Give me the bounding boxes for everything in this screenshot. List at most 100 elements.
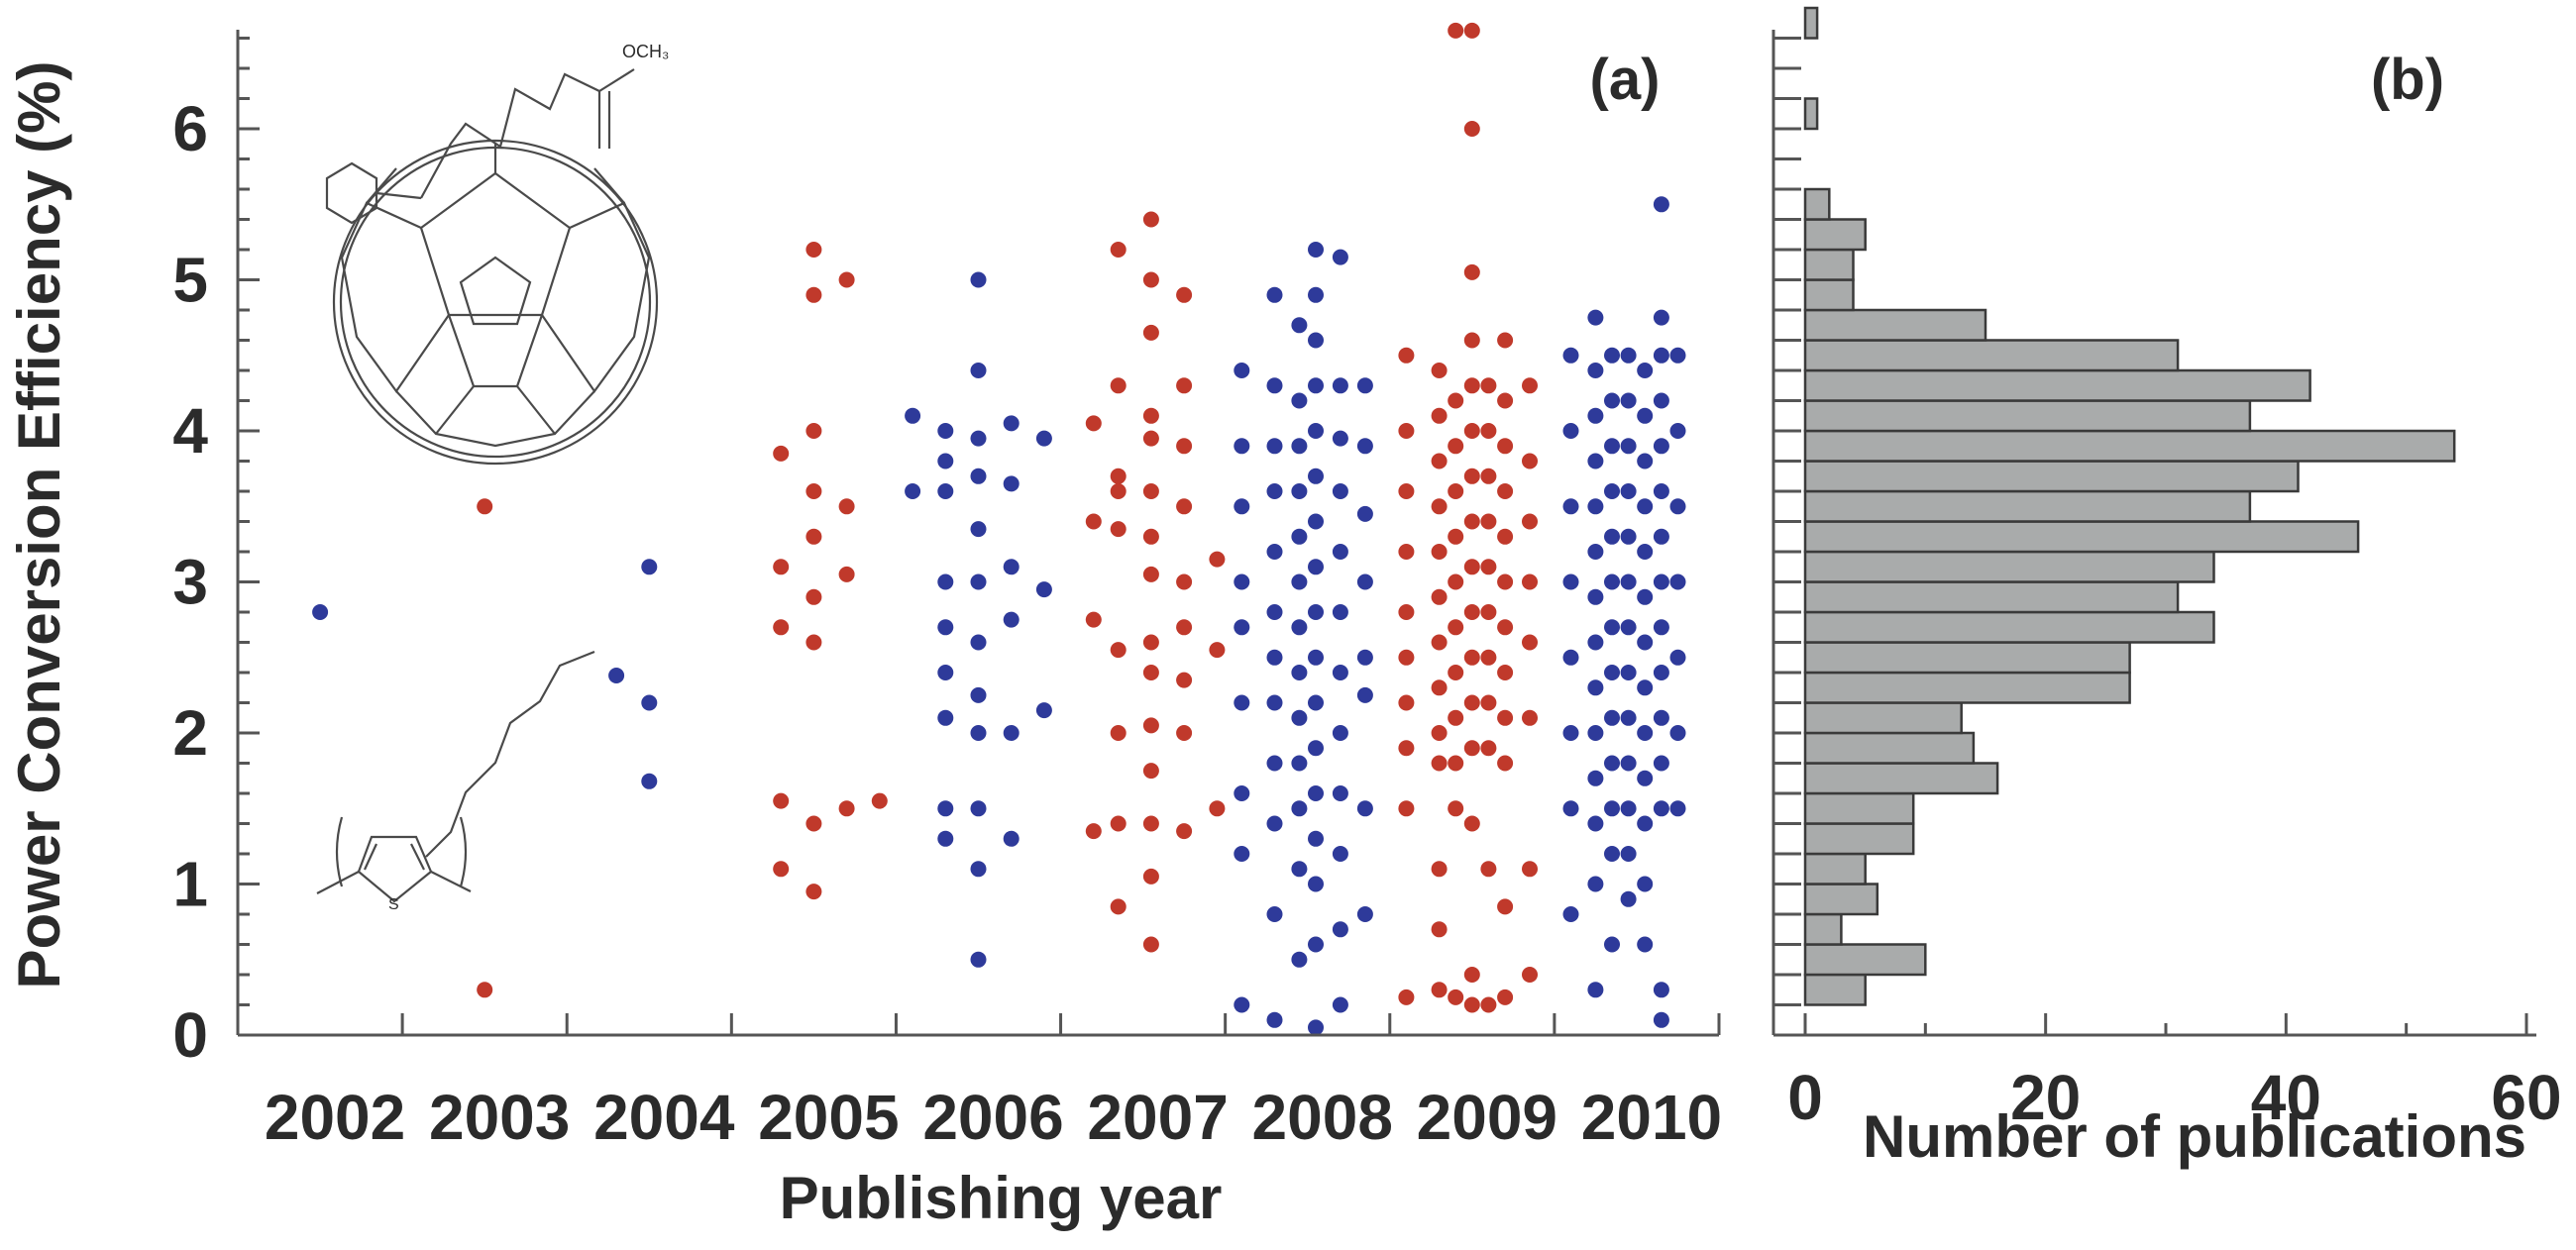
scatter-point-blue bbox=[1562, 423, 1579, 439]
histogram-bar bbox=[1803, 248, 1855, 281]
scatter-point-blue bbox=[1604, 483, 1620, 499]
histogram-bar bbox=[1803, 610, 2215, 644]
scatter-point-blue bbox=[1332, 996, 1348, 1013]
scatter-point-blue bbox=[1266, 286, 1283, 303]
histogram-bar bbox=[1803, 520, 2360, 554]
scatter-point-red bbox=[1431, 982, 1448, 998]
scatter-point-blue bbox=[1291, 528, 1308, 545]
scatter-point-red bbox=[1209, 642, 1226, 659]
scatter-point-blue bbox=[1604, 392, 1620, 409]
scatter-point-blue bbox=[1003, 611, 1020, 628]
scatter-point-blue bbox=[1234, 996, 1250, 1013]
scatter-point-blue bbox=[1637, 770, 1654, 786]
scatter-point-red bbox=[1110, 815, 1127, 832]
scatter-point-blue bbox=[1637, 498, 1654, 515]
scatter-point-blue bbox=[1266, 815, 1283, 832]
scatter-point-blue bbox=[1291, 709, 1308, 726]
y-tick-labels: 0 1 2 3 4 5 6 bbox=[172, 93, 208, 1071]
scatter-point-blue bbox=[1308, 286, 1324, 303]
scatter-point-red bbox=[1448, 755, 1464, 772]
scatter-point-blue bbox=[1356, 649, 1373, 666]
y-tick-label: 4 bbox=[172, 395, 208, 467]
scatter-point-red bbox=[838, 800, 855, 817]
scatter-point-red bbox=[805, 483, 822, 499]
scatter-point-blue bbox=[1332, 544, 1348, 560]
scatter-point-blue bbox=[970, 363, 987, 378]
histogram-axis-ticks bbox=[1773, 37, 2528, 1037]
scatter-point-red bbox=[805, 286, 822, 303]
scatter-point-blue bbox=[937, 709, 954, 726]
scatter-point-blue bbox=[1604, 800, 1620, 817]
histogram-bar bbox=[1803, 460, 2300, 493]
histogram-bar bbox=[1803, 943, 1927, 977]
scatter-point-red bbox=[1398, 800, 1415, 817]
scatter-point-red bbox=[1176, 823, 1193, 840]
x-tick-label: 2008 bbox=[1252, 1082, 1393, 1153]
scatter-point-blue bbox=[1332, 846, 1348, 862]
scatter-point-red bbox=[838, 498, 855, 515]
scatter-point-blue bbox=[1669, 347, 1686, 364]
scatter-point-red bbox=[773, 792, 790, 809]
scatter-point-red bbox=[1142, 936, 1159, 953]
scatter-point-blue bbox=[937, 453, 954, 469]
scatter-point-red bbox=[1448, 528, 1464, 545]
histogram-bar bbox=[1803, 822, 1915, 856]
scatter-point-red bbox=[1448, 573, 1464, 590]
x-tick-label: 2004 bbox=[593, 1082, 735, 1153]
scatter-point-red bbox=[1463, 332, 1480, 349]
scatter-point-red bbox=[1142, 868, 1159, 885]
scatter-point-blue bbox=[1604, 347, 1620, 364]
scatter-point-blue bbox=[1291, 665, 1308, 680]
scatter-point-blue bbox=[1332, 725, 1348, 741]
scatter-point-red bbox=[1522, 377, 1538, 394]
scatter-point-red bbox=[1398, 740, 1415, 757]
scatter-point-red bbox=[477, 982, 493, 998]
scatter-point-blue bbox=[970, 861, 987, 878]
scatter-point-red bbox=[1522, 709, 1538, 726]
scatter-point-red bbox=[1480, 377, 1497, 394]
scatter-point-blue bbox=[1587, 453, 1604, 469]
scatter-point-blue bbox=[1637, 588, 1654, 605]
scatter-point-blue bbox=[1620, 755, 1637, 772]
scatter-point-red bbox=[773, 619, 790, 636]
scatter-point-blue bbox=[1587, 588, 1604, 605]
scatter-point-red bbox=[1480, 649, 1497, 666]
scatter-point-blue bbox=[937, 800, 954, 817]
scatter-point-blue bbox=[937, 573, 954, 590]
x-tick-label: 2009 bbox=[1417, 1082, 1557, 1153]
scatter-point-blue bbox=[937, 619, 954, 636]
scatter-point-blue bbox=[1604, 709, 1620, 726]
scatter-point-red bbox=[773, 445, 790, 462]
scatter-point-blue bbox=[1291, 800, 1308, 817]
scatter-point-blue bbox=[1653, 982, 1669, 998]
scatter-point-red bbox=[1480, 559, 1497, 575]
scatter-point-red bbox=[1398, 989, 1415, 1005]
scatter-point-blue bbox=[1562, 498, 1579, 515]
axis-ticks bbox=[236, 37, 1721, 1037]
scatter-point-blue bbox=[1266, 755, 1283, 772]
scatter-point-blue bbox=[1637, 936, 1654, 953]
scatter-point-blue bbox=[1003, 830, 1020, 847]
scatter-point-blue bbox=[1308, 785, 1324, 801]
y-tick-label: 3 bbox=[172, 547, 208, 618]
scatter-point-red bbox=[1497, 392, 1514, 409]
histogram-bar bbox=[1803, 429, 2456, 463]
scatter-point-red bbox=[1142, 665, 1159, 680]
scatter-point-blue bbox=[1637, 453, 1654, 469]
scatter-point-blue bbox=[1035, 581, 1052, 598]
histogram-x-axis-title: Number of publications bbox=[1863, 1103, 2526, 1170]
scatter-point-red bbox=[1448, 665, 1464, 680]
scatter-point-blue bbox=[1234, 573, 1250, 590]
scatter-point-blue bbox=[1620, 890, 1637, 907]
scatter-point-blue bbox=[1653, 619, 1669, 636]
scatter-point-blue bbox=[1308, 1019, 1324, 1036]
histogram-bar bbox=[1803, 218, 1867, 252]
scatter-point-red bbox=[1431, 679, 1448, 696]
scatter-point-blue bbox=[1653, 438, 1669, 455]
scatter-point-blue bbox=[1587, 770, 1604, 786]
scatter-point-blue bbox=[1308, 649, 1324, 666]
scatter-point-blue bbox=[1653, 755, 1669, 772]
scatter-point-blue bbox=[1587, 815, 1604, 832]
histogram-bar bbox=[1803, 187, 1831, 221]
scatter-point-red bbox=[773, 559, 790, 575]
